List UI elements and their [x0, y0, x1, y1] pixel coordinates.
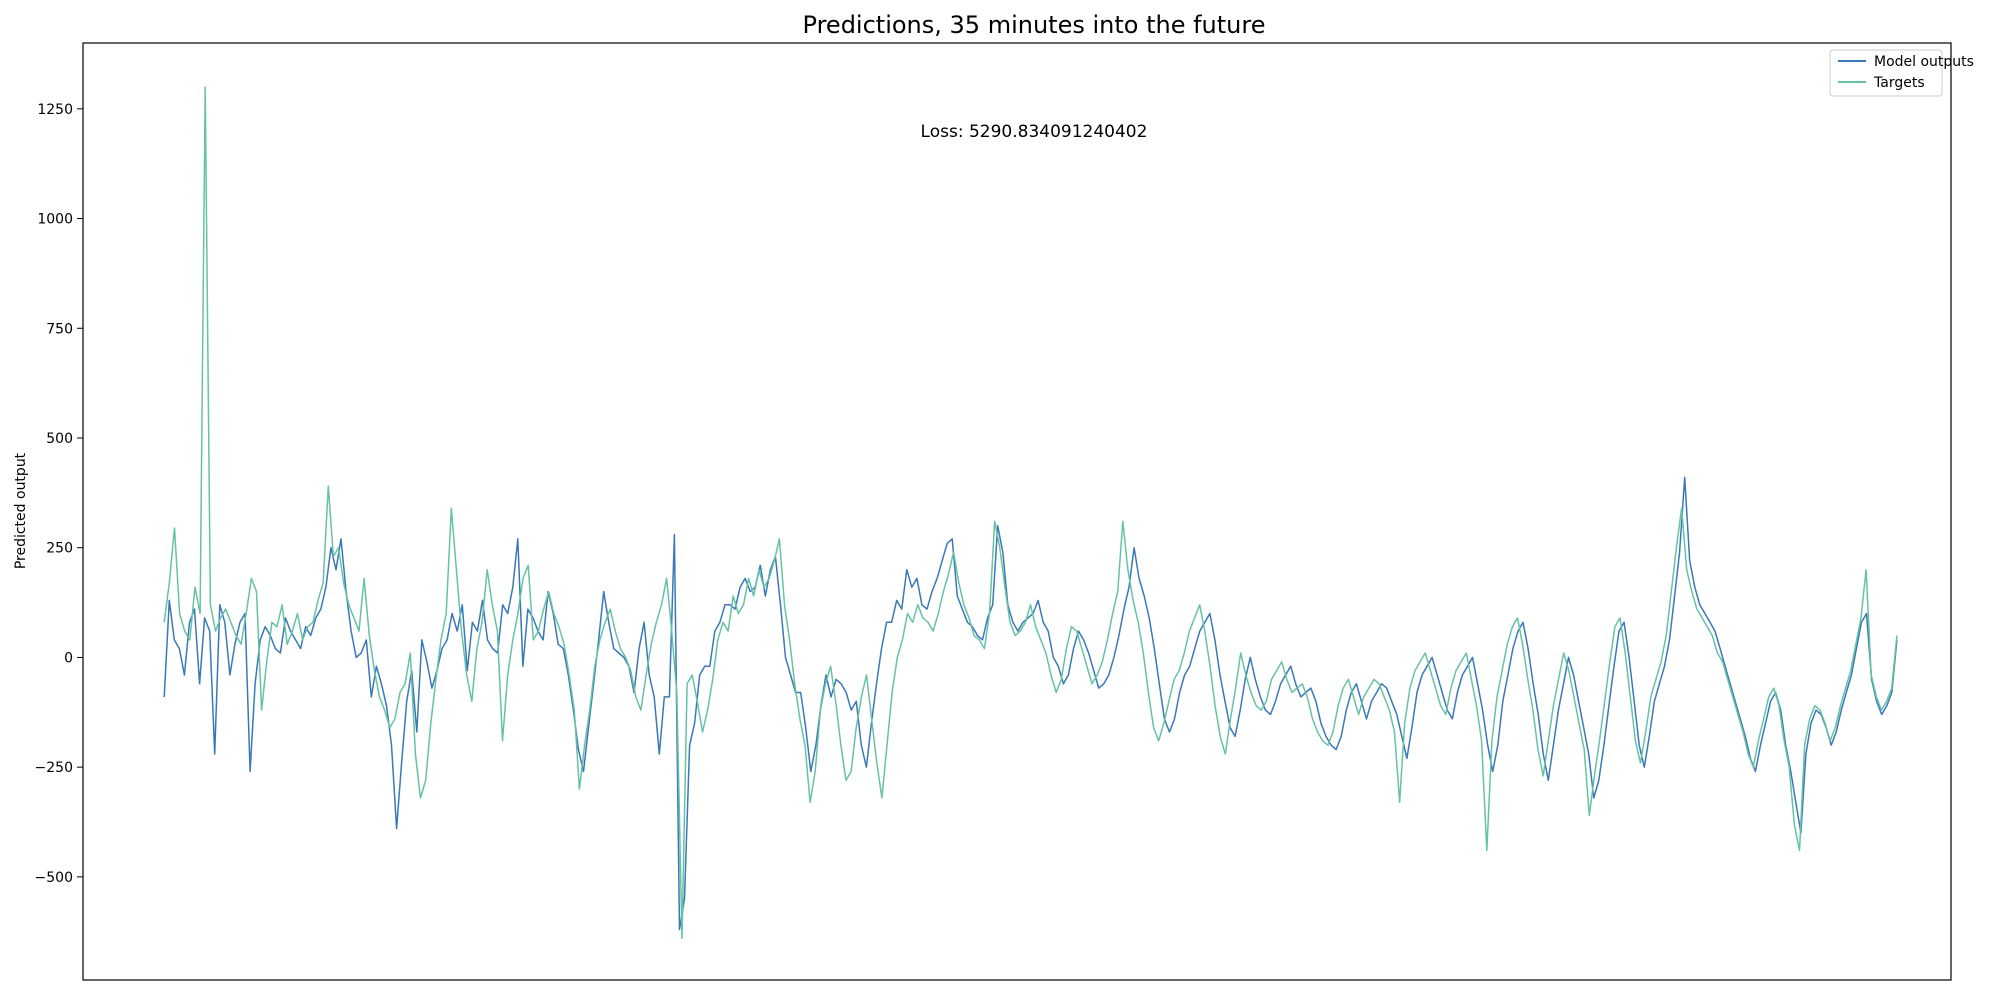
y-tick-label: 0	[64, 650, 73, 666]
y-tick-label: −500	[35, 870, 73, 886]
series-line-model-outputs	[163, 476, 1898, 931]
y-tick-label: 1000	[37, 212, 73, 228]
legend: Model outputs Targets	[1829, 49, 1974, 97]
plot-frame	[82, 42, 1952, 981]
chart-title: Predictions, 35 minutes into the future	[803, 11, 1266, 39]
plot-area	[82, 42, 1952, 981]
y-tick-label: −250	[35, 760, 73, 776]
series-line-targets	[163, 86, 1898, 940]
y-axis-label: Predicted output	[13, 452, 29, 569]
plot-background	[83, 43, 1951, 980]
series-layer	[163, 86, 1898, 940]
legend-label-targets: Targets	[1873, 75, 1925, 91]
y-axis: −500 −250 0 250 500 750 1000 1250	[35, 102, 83, 886]
legend-label-model-outputs: Model outputs	[1874, 54, 1974, 70]
loss-annotation: Loss: 5290.834091240402	[921, 122, 1148, 142]
y-tick-label: 1250	[37, 102, 73, 118]
y-tick-label: 500	[46, 431, 73, 447]
y-tick-label: 250	[46, 541, 73, 557]
y-tick-label: 750	[46, 321, 73, 337]
